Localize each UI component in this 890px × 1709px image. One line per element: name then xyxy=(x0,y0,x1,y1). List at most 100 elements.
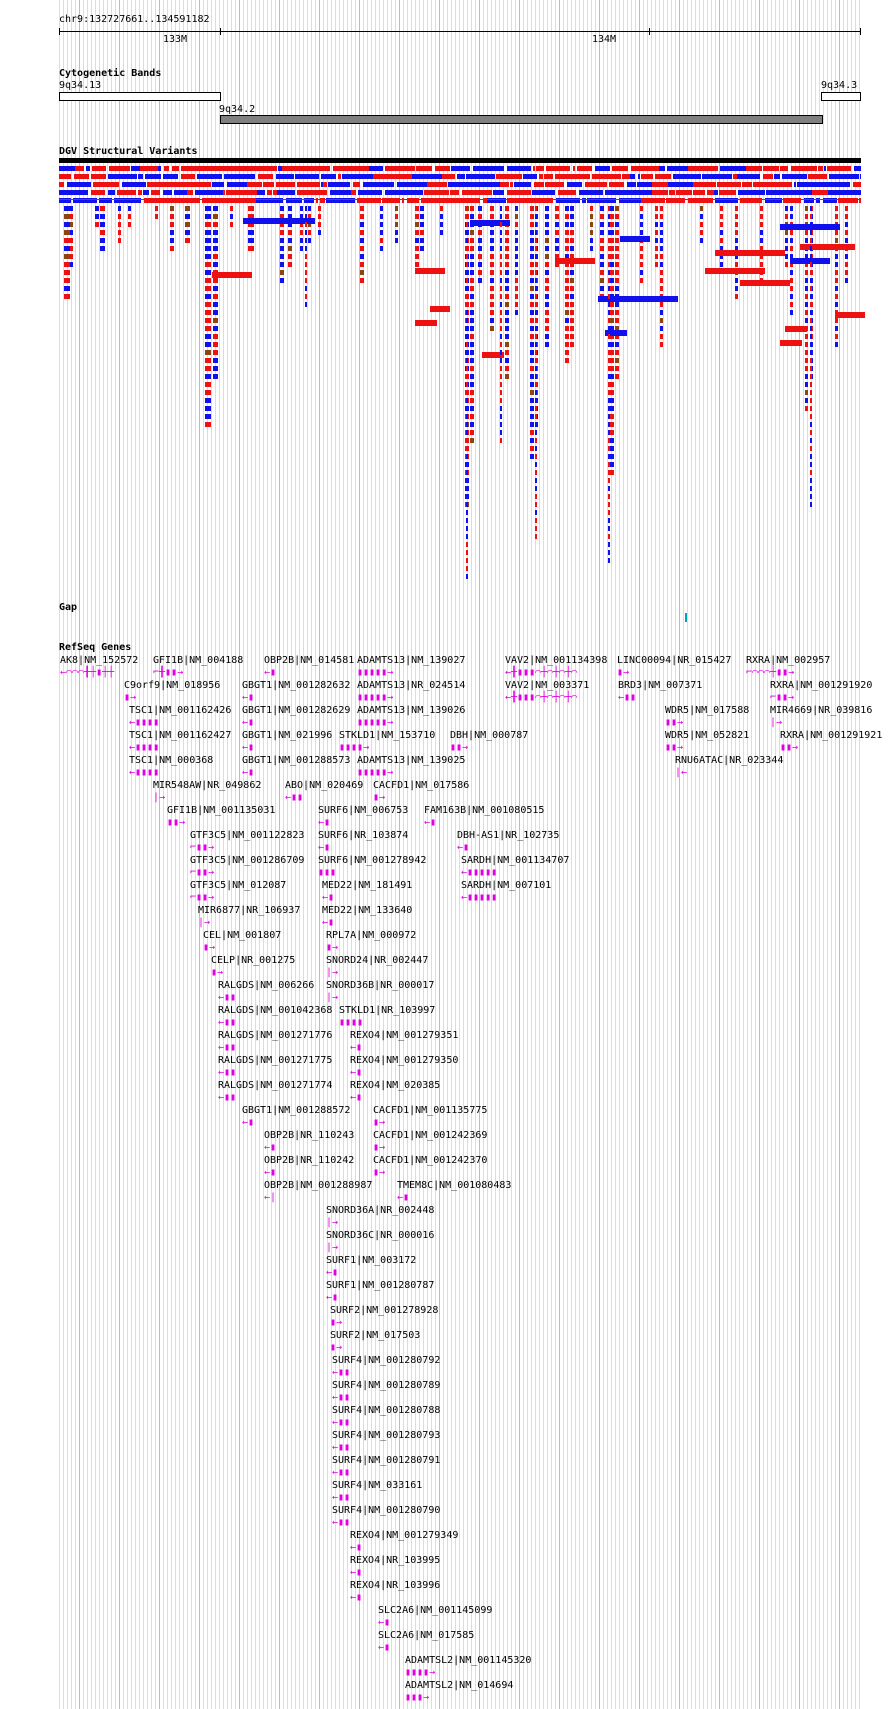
variant-feature[interactable] xyxy=(470,422,474,427)
variant-feature[interactable] xyxy=(505,366,509,371)
variant-feature[interactable] xyxy=(780,166,788,171)
variant-feature[interactable] xyxy=(500,358,502,363)
variant-feature[interactable] xyxy=(505,214,509,219)
variant-feature[interactable] xyxy=(500,270,502,275)
variant-feature[interactable] xyxy=(64,278,70,283)
variant-feature[interactable] xyxy=(535,510,537,515)
variant-feature[interactable] xyxy=(797,166,817,171)
variant-feature[interactable] xyxy=(609,182,624,187)
variant-feature[interactable] xyxy=(440,214,443,219)
variant-feature[interactable] xyxy=(810,382,812,387)
variant-feature[interactable] xyxy=(175,198,200,203)
variant-feature[interactable] xyxy=(545,334,549,339)
variant-feature[interactable] xyxy=(567,182,582,187)
variant-feature[interactable] xyxy=(566,174,590,179)
variant-feature[interactable] xyxy=(579,190,603,195)
variant-feature[interactable] xyxy=(505,278,509,283)
variant-feature[interactable] xyxy=(536,198,553,203)
variant-feature[interactable] xyxy=(619,198,641,203)
variant-feature[interactable] xyxy=(213,334,218,339)
variant-feature[interactable] xyxy=(600,222,604,227)
variant-feature[interactable] xyxy=(59,166,75,171)
variant-feature[interactable] xyxy=(785,238,788,243)
variant-feature[interactable] xyxy=(530,326,534,331)
variant-feature[interactable] xyxy=(466,566,468,571)
variant-feature[interactable] xyxy=(351,190,356,195)
variant-feature[interactable] xyxy=(660,302,663,307)
variant-feature[interactable] xyxy=(600,238,604,243)
variant-feature[interactable] xyxy=(810,502,812,507)
variant-feature[interactable] xyxy=(73,198,97,203)
variant-feature[interactable] xyxy=(608,454,610,459)
variant-feature[interactable] xyxy=(205,230,211,235)
variant-feature[interactable] xyxy=(610,278,614,283)
variant-feature[interactable] xyxy=(523,174,537,179)
track-title-refseq[interactable]: RefSeq Genes xyxy=(59,642,132,653)
variant-feature[interactable] xyxy=(213,318,218,323)
variant-feature[interactable] xyxy=(627,182,636,187)
variant-feature[interactable] xyxy=(470,398,474,403)
variant-feature[interactable] xyxy=(641,174,653,179)
variant-feature[interactable] xyxy=(205,350,211,355)
variant-feature[interactable] xyxy=(318,230,321,235)
variant-feature[interactable] xyxy=(505,286,509,291)
variant-feature[interactable] xyxy=(600,254,604,259)
variant-feature[interactable] xyxy=(305,206,307,211)
variant-feature[interactable] xyxy=(765,198,782,203)
variant-feature[interactable] xyxy=(230,206,233,211)
variant-feature[interactable] xyxy=(785,326,807,332)
variant-feature[interactable] xyxy=(835,318,838,323)
variant-feature[interactable] xyxy=(145,174,161,179)
variant-feature[interactable] xyxy=(288,254,292,259)
variant-feature[interactable] xyxy=(466,382,468,387)
variant-feature[interactable] xyxy=(164,166,169,171)
variant-feature[interactable] xyxy=(610,254,614,259)
variant-feature[interactable] xyxy=(535,462,537,467)
variant-feature[interactable] xyxy=(466,502,468,507)
variant-feature[interactable] xyxy=(637,182,652,187)
variant-feature[interactable] xyxy=(530,294,534,299)
variant-feature[interactable] xyxy=(570,206,574,211)
variant-feature[interactable] xyxy=(810,398,812,403)
variant-feature[interactable] xyxy=(360,262,364,267)
variant-feature[interactable] xyxy=(610,446,614,451)
variant-feature[interactable] xyxy=(64,262,70,267)
variant-feature[interactable] xyxy=(248,230,254,235)
variant-feature[interactable] xyxy=(466,422,468,427)
variant-feature[interactable] xyxy=(59,199,861,200)
variant-feature[interactable] xyxy=(790,230,793,235)
variant-feature[interactable] xyxy=(473,166,504,171)
variant-feature[interactable] xyxy=(213,294,218,299)
variant-feature[interactable] xyxy=(354,166,369,171)
variant-feature[interactable] xyxy=(505,310,509,315)
variant-feature[interactable] xyxy=(500,414,502,419)
variant-feature[interactable] xyxy=(535,310,537,315)
variant-feature[interactable] xyxy=(590,230,593,235)
variant-feature[interactable] xyxy=(545,254,549,259)
variant-feature[interactable] xyxy=(416,182,427,187)
variant-feature[interactable] xyxy=(660,238,663,243)
variant-feature[interactable] xyxy=(702,174,732,179)
band-9q34-3[interactable] xyxy=(821,92,861,101)
variant-feature[interactable] xyxy=(515,310,518,315)
variant-feature[interactable] xyxy=(715,250,785,256)
variant-feature[interactable] xyxy=(829,174,859,179)
variant-feature[interactable] xyxy=(212,182,224,187)
variant-feature[interactable] xyxy=(805,214,808,219)
variant-feature[interactable] xyxy=(424,190,449,195)
variant-feature[interactable] xyxy=(442,174,455,179)
variant-feature[interactable] xyxy=(213,214,218,219)
variant-feature[interactable] xyxy=(113,182,119,187)
variant-feature[interactable] xyxy=(449,198,480,203)
variant-feature[interactable] xyxy=(493,190,504,195)
variant-feature[interactable] xyxy=(805,318,808,323)
variant-feature[interactable] xyxy=(760,230,763,235)
variant-feature[interactable] xyxy=(676,190,685,195)
variant-feature[interactable] xyxy=(570,262,574,267)
variant-feature[interactable] xyxy=(300,246,303,251)
variant-feature[interactable] xyxy=(608,518,610,523)
variant-feature[interactable] xyxy=(805,238,808,243)
variant-feature[interactable] xyxy=(530,270,534,275)
variant-feature[interactable] xyxy=(610,374,614,379)
variant-feature[interactable] xyxy=(615,350,619,355)
